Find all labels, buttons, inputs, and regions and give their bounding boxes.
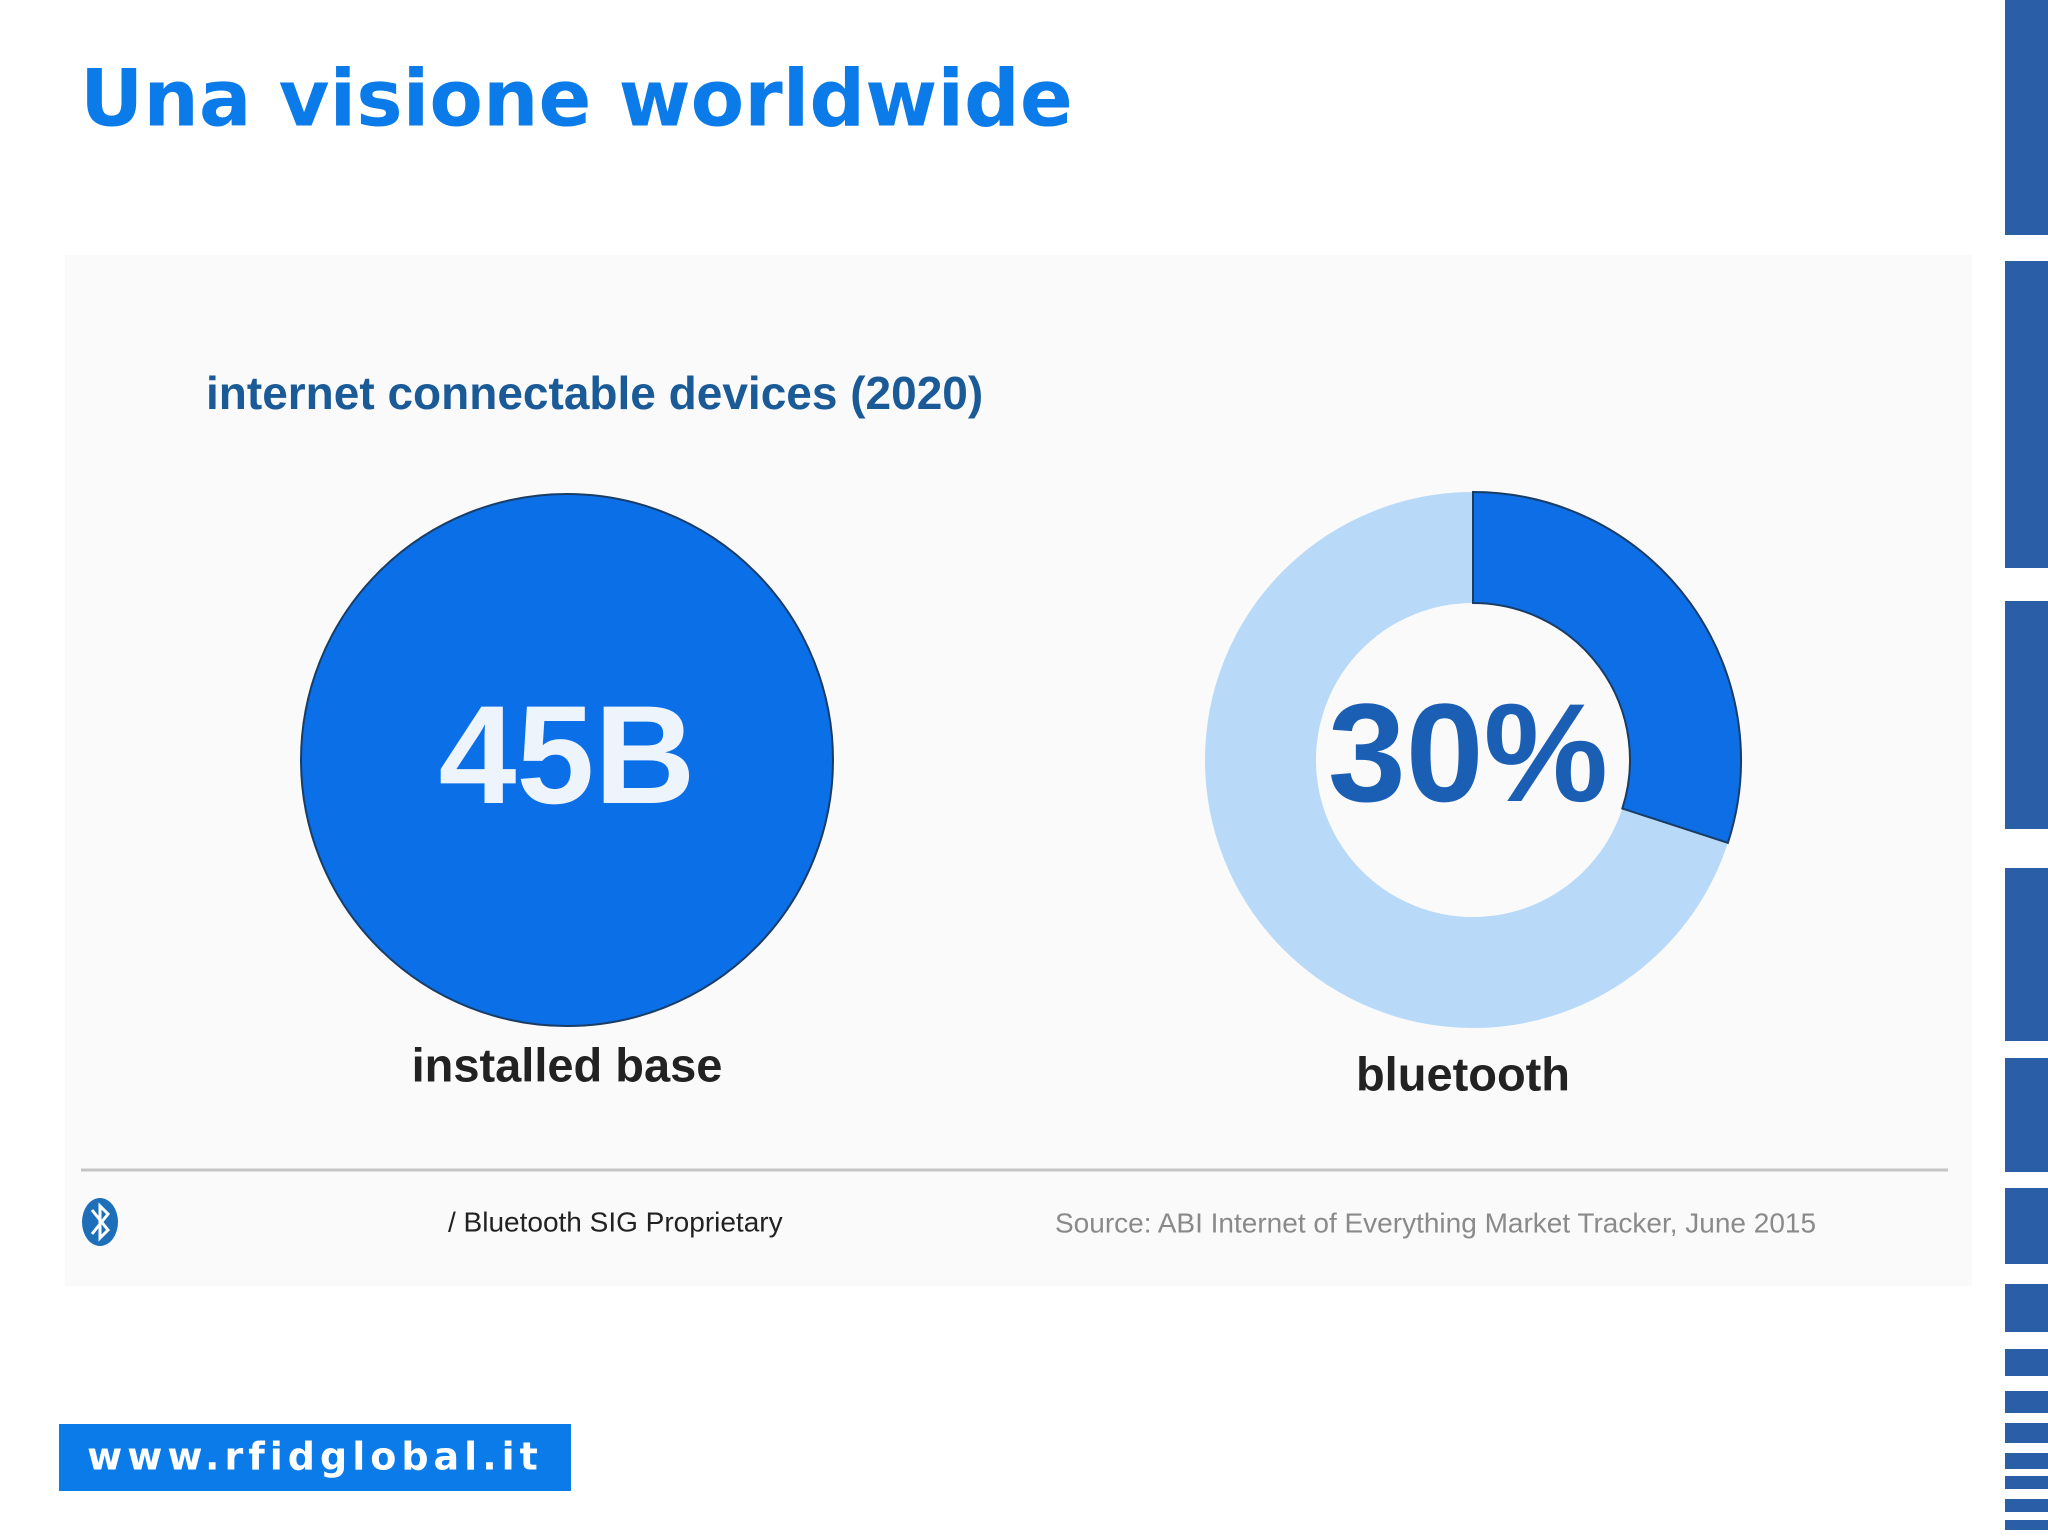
donut-segment — [1472, 490, 1742, 845]
donut-value-label: 30% — [1328, 674, 1608, 831]
figure-title: internet connectable devices (2020) — [206, 367, 983, 419]
installed-base-circle — [300, 493, 834, 1027]
donut-chart: 30% bluetooth — [1205, 490, 1742, 1100]
slide-title: Una visione worldwide — [80, 54, 1073, 144]
donut-category-label: bluetooth — [1356, 1047, 1570, 1100]
installed-base-label: installed base — [412, 1038, 723, 1091]
url-box — [59, 1424, 571, 1491]
bluetooth-logo — [82, 1198, 118, 1246]
installed-base-value: 45B — [439, 676, 696, 833]
side-stripes — [2005, 0, 2048, 1530]
footer-proprietary: / Bluetooth SIG Proprietary — [448, 1206, 783, 1237]
footer-source: Source: ABI Internet of Everything Marke… — [1055, 1207, 1816, 1238]
url: www.rfidglobal.it — [87, 1435, 543, 1479]
